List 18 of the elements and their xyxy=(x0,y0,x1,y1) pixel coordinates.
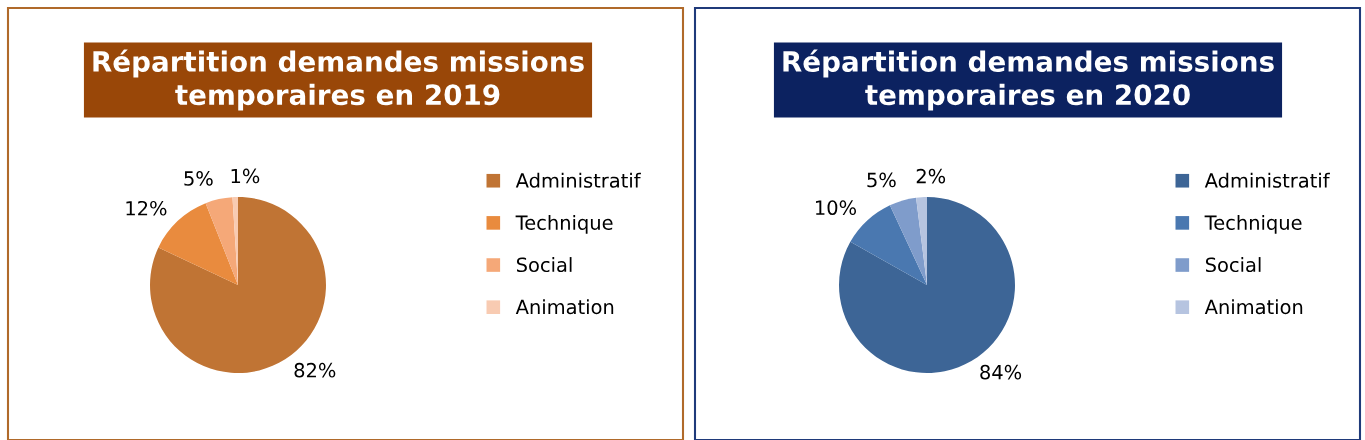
data-label: 84% xyxy=(980,364,1022,380)
data-label: 1% xyxy=(231,168,260,184)
legend-label: Animation xyxy=(515,299,614,315)
legend-label: Animation xyxy=(1204,299,1303,315)
legend-label: Technique xyxy=(515,214,613,234)
data-label: 82% xyxy=(294,362,336,378)
chart-title: Répartition demandes missions temporaires en 2020 xyxy=(783,49,1274,111)
legend-label: Administratif xyxy=(1204,172,1330,188)
data-label: 5% xyxy=(184,171,213,186)
data-label: 2% xyxy=(916,168,946,184)
legend-label: Administratif xyxy=(515,172,641,188)
data-label: 12% xyxy=(126,200,167,216)
chart-title: Répartition demandes missions temporaires en 2019 xyxy=(93,49,584,111)
data-label: 10% xyxy=(816,200,857,216)
data-label: 5% xyxy=(867,172,896,188)
legend-label: Social xyxy=(1205,257,1261,273)
legend-label: Technique xyxy=(1204,214,1302,234)
legend-label: Social xyxy=(516,257,572,273)
